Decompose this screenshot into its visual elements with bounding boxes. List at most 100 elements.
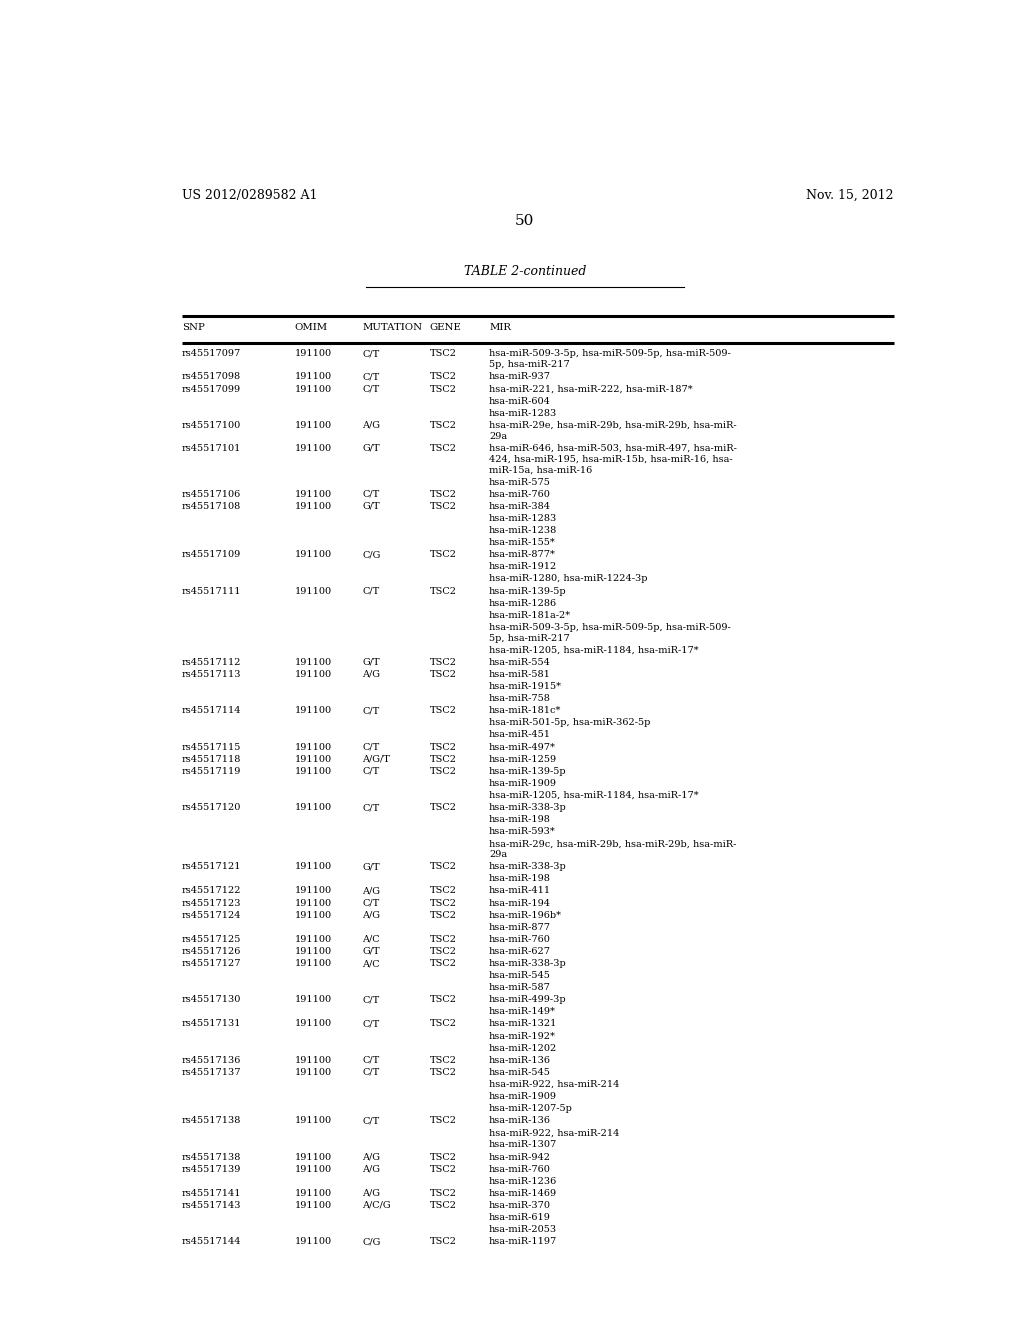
Text: hsa-miR-760: hsa-miR-760	[489, 1164, 551, 1173]
Text: 191100: 191100	[295, 899, 332, 908]
Text: rs45517136: rs45517136	[182, 1056, 242, 1065]
Text: rs45517101: rs45517101	[182, 444, 242, 453]
Text: hsa-miR-593*: hsa-miR-593*	[489, 828, 556, 836]
Text: rs45517112: rs45517112	[182, 657, 242, 667]
Text: hsa-miR-627: hsa-miR-627	[489, 946, 551, 956]
Text: 191100: 191100	[295, 350, 332, 359]
Text: hsa-miR-554: hsa-miR-554	[489, 657, 551, 667]
Text: hsa-miR-29c, hsa-miR-29b, hsa-miR-29b, hsa-miR-: hsa-miR-29c, hsa-miR-29b, hsa-miR-29b, h…	[489, 840, 736, 849]
Text: 191100: 191100	[295, 887, 332, 895]
Text: hsa-miR-338-3p: hsa-miR-338-3p	[489, 960, 567, 968]
Text: G/T: G/T	[362, 444, 380, 453]
Text: TSC2: TSC2	[430, 935, 457, 944]
Text: G/T: G/T	[362, 657, 380, 667]
Text: C/T: C/T	[362, 350, 379, 359]
Text: miR-15a, hsa-miR-16: miR-15a, hsa-miR-16	[489, 466, 592, 475]
Text: rs45517120: rs45517120	[182, 803, 242, 812]
Text: US 2012/0289582 A1: US 2012/0289582 A1	[182, 189, 317, 202]
Text: TSC2: TSC2	[430, 1152, 457, 1162]
Text: TSC2: TSC2	[430, 995, 457, 1005]
Text: hsa-miR-1909: hsa-miR-1909	[489, 779, 557, 788]
Text: 191100: 191100	[295, 550, 332, 560]
Text: C/G: C/G	[362, 550, 381, 560]
Text: hsa-miR-545: hsa-miR-545	[489, 972, 551, 981]
Text: 191100: 191100	[295, 586, 332, 595]
Text: rs45517143: rs45517143	[182, 1201, 242, 1210]
Text: C/T: C/T	[362, 706, 379, 715]
Text: rs45517138: rs45517138	[182, 1152, 242, 1162]
Text: TSC2: TSC2	[430, 657, 457, 667]
Text: hsa-miR-758: hsa-miR-758	[489, 694, 551, 704]
Text: hsa-miR-922, hsa-miR-214: hsa-miR-922, hsa-miR-214	[489, 1080, 620, 1089]
Text: TSC2: TSC2	[430, 911, 457, 920]
Text: hsa-miR-411: hsa-miR-411	[489, 887, 551, 895]
Text: G/T: G/T	[362, 862, 380, 871]
Text: 191100: 191100	[295, 960, 332, 968]
Text: hsa-miR-1205, hsa-miR-1184, hsa-miR-17*: hsa-miR-1205, hsa-miR-1184, hsa-miR-17*	[489, 791, 698, 800]
Text: A/C: A/C	[362, 935, 380, 944]
Text: rs45517097: rs45517097	[182, 350, 242, 359]
Text: 5p, hsa-miR-217: 5p, hsa-miR-217	[489, 634, 569, 643]
Text: 191100: 191100	[295, 1237, 332, 1246]
Text: TSC2: TSC2	[430, 803, 457, 812]
Text: hsa-miR-1283: hsa-miR-1283	[489, 513, 557, 523]
Text: A/G: A/G	[362, 1152, 380, 1162]
Text: hsa-miR-587: hsa-miR-587	[489, 983, 551, 993]
Text: TSC2: TSC2	[430, 887, 457, 895]
Text: TSC2: TSC2	[430, 1068, 457, 1077]
Text: TSC2: TSC2	[430, 1117, 457, 1125]
Text: rs45517099: rs45517099	[182, 384, 241, 393]
Text: TSC2: TSC2	[430, 550, 457, 560]
Text: TSC2: TSC2	[430, 350, 457, 359]
Text: TSC2: TSC2	[430, 372, 457, 381]
Text: A/C/G: A/C/G	[362, 1201, 391, 1210]
Text: hsa-miR-1469: hsa-miR-1469	[489, 1189, 557, 1197]
Text: TSC2: TSC2	[430, 586, 457, 595]
Text: hsa-miR-1909: hsa-miR-1909	[489, 1092, 557, 1101]
Text: A/G/T: A/G/T	[362, 755, 390, 764]
Text: C/T: C/T	[362, 1019, 379, 1028]
Text: hsa-miR-581: hsa-miR-581	[489, 671, 551, 678]
Text: G/T: G/T	[362, 502, 380, 511]
Text: TSC2: TSC2	[430, 1164, 457, 1173]
Text: hsa-miR-877*: hsa-miR-877*	[489, 550, 556, 560]
Text: rs45517130: rs45517130	[182, 995, 242, 1005]
Text: 191100: 191100	[295, 803, 332, 812]
Text: 5p, hsa-miR-217: 5p, hsa-miR-217	[489, 360, 569, 370]
Text: hsa-miR-181a-2*: hsa-miR-181a-2*	[489, 611, 571, 619]
Text: TABLE 2-continued: TABLE 2-continued	[464, 265, 586, 279]
Text: hsa-miR-221, hsa-miR-222, hsa-miR-187*: hsa-miR-221, hsa-miR-222, hsa-miR-187*	[489, 384, 692, 393]
Text: C/T: C/T	[362, 490, 379, 499]
Text: C/T: C/T	[362, 995, 379, 1005]
Text: TSC2: TSC2	[430, 755, 457, 764]
Text: TSC2: TSC2	[430, 960, 457, 968]
Text: 191100: 191100	[295, 1056, 332, 1065]
Text: hsa-miR-1912: hsa-miR-1912	[489, 562, 557, 572]
Text: hsa-miR-149*: hsa-miR-149*	[489, 1007, 556, 1016]
Text: hsa-miR-604: hsa-miR-604	[489, 396, 551, 405]
Text: A/G: A/G	[362, 1164, 380, 1173]
Text: rs45517100: rs45517100	[182, 421, 242, 430]
Text: 29a: 29a	[489, 432, 507, 441]
Text: hsa-miR-1307: hsa-miR-1307	[489, 1140, 557, 1150]
Text: hsa-miR-646, hsa-miR-503, hsa-miR-497, hsa-miR-: hsa-miR-646, hsa-miR-503, hsa-miR-497, h…	[489, 444, 737, 453]
Text: 191100: 191100	[295, 946, 332, 956]
Text: rs45517106: rs45517106	[182, 490, 242, 499]
Text: rs45517124: rs45517124	[182, 911, 242, 920]
Text: hsa-miR-192*: hsa-miR-192*	[489, 1032, 556, 1040]
Text: hsa-miR-181c*: hsa-miR-181c*	[489, 706, 561, 715]
Text: C/T: C/T	[362, 1068, 379, 1077]
Text: C/G: C/G	[362, 1237, 381, 1246]
Text: hsa-miR-384: hsa-miR-384	[489, 502, 551, 511]
Text: 191100: 191100	[295, 502, 332, 511]
Text: hsa-miR-1236: hsa-miR-1236	[489, 1176, 557, 1185]
Text: TSC2: TSC2	[430, 946, 457, 956]
Text: 191100: 191100	[295, 421, 332, 430]
Text: SNP: SNP	[182, 323, 205, 333]
Text: hsa-miR-499-3p: hsa-miR-499-3p	[489, 995, 566, 1005]
Text: C/T: C/T	[362, 1056, 379, 1065]
Text: rs45517122: rs45517122	[182, 887, 242, 895]
Text: 191100: 191100	[295, 862, 332, 871]
Text: hsa-miR-497*: hsa-miR-497*	[489, 743, 556, 751]
Text: 191100: 191100	[295, 1068, 332, 1077]
